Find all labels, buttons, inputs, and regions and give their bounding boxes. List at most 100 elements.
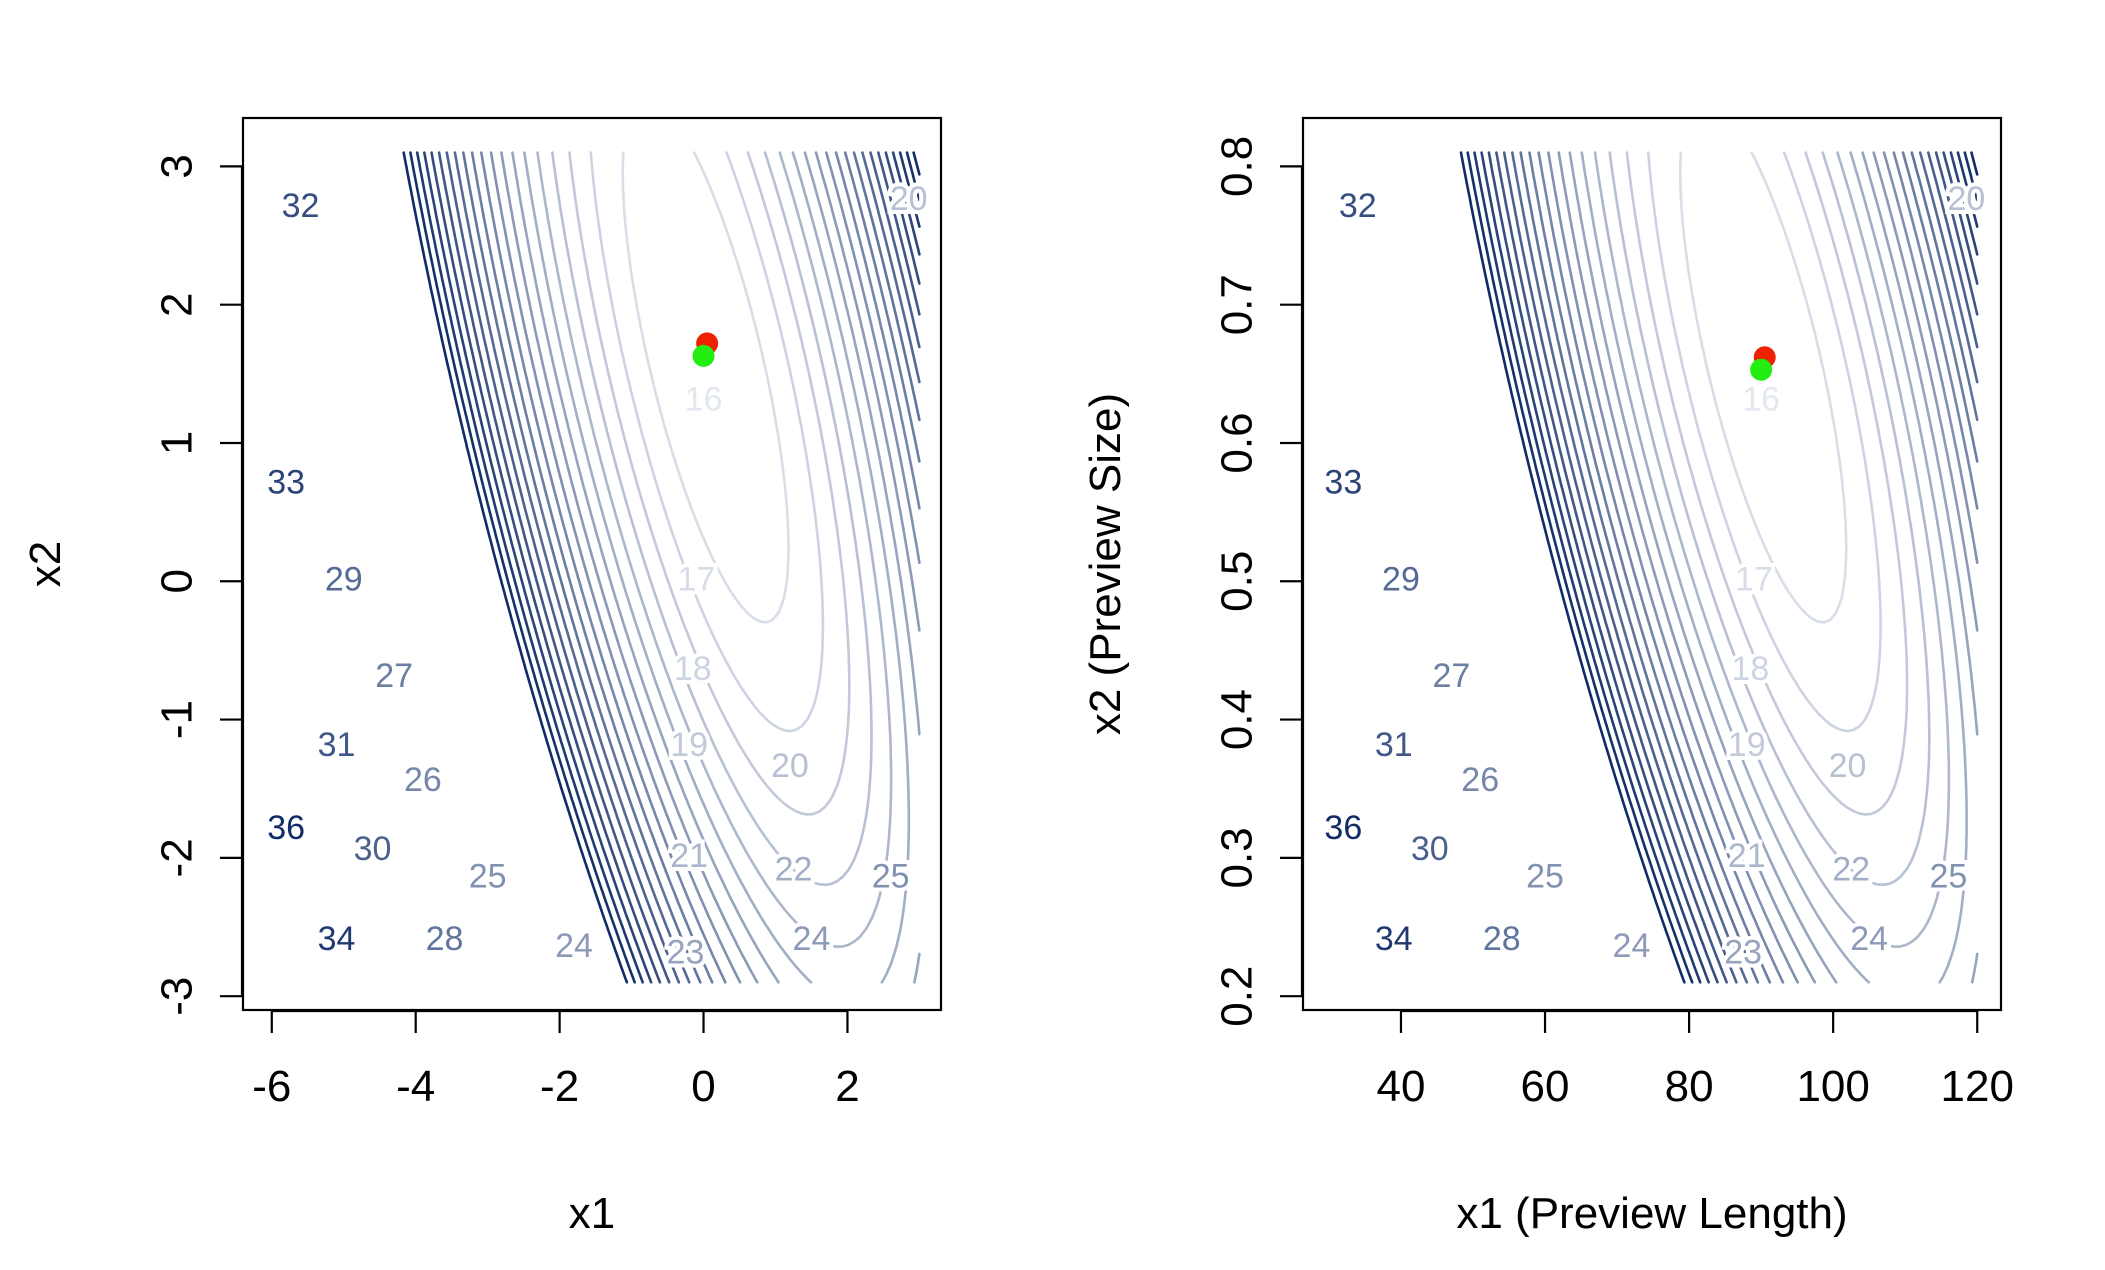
contour-label: 27 — [375, 657, 413, 695]
contour-label: 19 — [1728, 726, 1766, 764]
contour-line — [489, 151, 921, 984]
x-tick-label: 0 — [691, 1062, 715, 1111]
x-tick-label: -4 — [396, 1062, 435, 1111]
y-tick-label: -1 — [153, 700, 202, 739]
contour-line — [511, 151, 921, 984]
x-axis-title: x1 (Preview Length) — [1456, 1189, 1847, 1238]
contour-line — [1502, 151, 1979, 984]
y-tick-label: 0 — [153, 569, 202, 593]
contour-line — [1466, 151, 1979, 984]
x-tick-label: 80 — [1665, 1062, 1714, 1111]
contour-label: 34 — [318, 920, 356, 958]
contour-label: 32 — [282, 187, 320, 225]
contour-line — [1511, 151, 1979, 984]
optimum-point — [1750, 358, 1773, 381]
contour-labels: 16 17 18 19 20 20 21 22 23 24 24 25 25 26 27 28 29 30 31 32… — [263, 176, 931, 976]
contour-label: 32 — [1339, 187, 1377, 225]
contour-label: 29 — [325, 560, 363, 598]
contour-label: 22 — [1832, 851, 1870, 889]
x-axis-title: x1 — [569, 1189, 615, 1238]
x-tick-label: -6 — [252, 1062, 291, 1111]
contour-label: 24 — [1850, 920, 1888, 958]
y-tick-label: 0.3 — [1213, 827, 1262, 888]
contour-label: 25 — [469, 858, 507, 896]
contour-label: 26 — [404, 761, 442, 799]
contour-label: 20 — [1829, 747, 1867, 785]
contour-label: 22 — [775, 851, 813, 889]
contour-label: 25 — [1526, 858, 1564, 896]
contour-label: 29 — [1382, 560, 1420, 598]
contour-line — [1519, 151, 1979, 984]
contour-label: 30 — [1411, 830, 1449, 868]
y-tick-label: 0.8 — [1213, 136, 1262, 197]
contour-label: 17 — [677, 560, 715, 598]
y-axis: 0.2 0.3 0.4 0.5 0.6 0.7 0.8 — [1213, 136, 1304, 1027]
x-tick-label: 120 — [1941, 1062, 2014, 1111]
contour-line — [1537, 151, 1979, 984]
contour-line — [500, 151, 921, 984]
x-axis: -6 -4 -2 0 2 — [252, 1009, 860, 1111]
x-tick-label: 40 — [1376, 1062, 1425, 1111]
contour-label: 27 — [1432, 657, 1470, 695]
contour-line — [568, 151, 851, 816]
y-tick-label: -2 — [153, 838, 202, 877]
contour-line — [423, 151, 921, 984]
y-tick-label: 2 — [153, 292, 202, 316]
y-tick-label: -3 — [153, 977, 202, 1016]
contour-line — [480, 151, 921, 984]
contour-label: 30 — [354, 830, 392, 868]
contour-line — [589, 151, 825, 733]
contour-label: 16 — [685, 380, 723, 418]
contour-label: 19 — [670, 726, 708, 764]
contour-line — [1647, 151, 1882, 733]
contour-line — [1625, 151, 1909, 816]
y-axis-title: x2 (Preview Size) — [1081, 393, 1130, 735]
contour-line — [470, 151, 921, 984]
contour-label: 21 — [670, 837, 708, 875]
contour-label: 18 — [674, 650, 712, 688]
contour-label: 33 — [267, 463, 305, 501]
contour-label: 34 — [1375, 920, 1413, 958]
contour-lines — [1459, 151, 1979, 984]
contour-line — [1547, 151, 1979, 984]
contour-line — [1459, 151, 1979, 984]
contour-line — [1580, 151, 1968, 984]
contour-line — [462, 151, 921, 984]
contour-label: 20 — [771, 747, 809, 785]
contour-line — [536, 151, 893, 948]
contour-label: 21 — [1728, 837, 1766, 875]
contour-line — [437, 151, 921, 984]
y-axis-title: x2 — [21, 541, 70, 587]
contour-line — [1568, 151, 1979, 984]
contour-line — [1473, 151, 1979, 984]
contour-label: 33 — [1324, 463, 1362, 501]
y-tick-label: 0.6 — [1213, 412, 1262, 473]
contour-line — [430, 151, 921, 984]
y-tick-label: 0.2 — [1213, 966, 1262, 1027]
contour-label: 16 — [1742, 380, 1780, 418]
contour-label: 31 — [1375, 726, 1413, 764]
contour-line — [1487, 151, 1979, 984]
y-tick-label: 0.5 — [1213, 551, 1262, 612]
optimum-points — [1750, 346, 1776, 381]
contour-line — [445, 151, 921, 984]
contour-label: 36 — [1324, 809, 1362, 847]
contour-label: 23 — [667, 934, 705, 972]
contour-line — [1495, 151, 1979, 984]
contour-label: 17 — [1735, 560, 1773, 598]
contour-line — [1593, 151, 1951, 948]
contour-label: 26 — [1461, 761, 1499, 799]
x-tick-label: 2 — [835, 1062, 859, 1111]
contour-line — [551, 151, 873, 887]
contour-line — [409, 151, 921, 984]
optimum-points — [692, 332, 719, 367]
x-tick-label: 100 — [1796, 1062, 1869, 1111]
x-tick-label: -2 — [540, 1062, 579, 1111]
contour-label: 23 — [1724, 934, 1762, 972]
contour-lines — [402, 151, 921, 984]
contour-line — [1528, 151, 1979, 984]
y-tick-label: 1 — [153, 431, 202, 455]
contour-label: 28 — [1483, 920, 1521, 958]
